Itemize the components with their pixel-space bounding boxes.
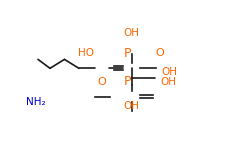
Text: OH: OH	[124, 101, 140, 111]
Text: P: P	[124, 75, 131, 88]
Text: OH: OH	[160, 77, 176, 87]
Text: O: O	[155, 48, 164, 58]
Text: HO: HO	[78, 48, 94, 58]
Text: OH: OH	[124, 28, 140, 38]
Text: OH: OH	[161, 67, 177, 77]
Text: NH₂: NH₂	[26, 97, 45, 107]
Text: O: O	[97, 77, 106, 87]
Text: P: P	[124, 47, 131, 60]
